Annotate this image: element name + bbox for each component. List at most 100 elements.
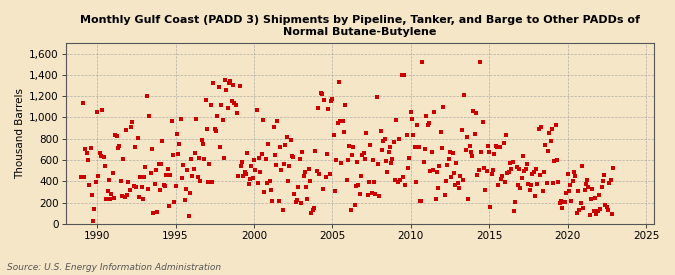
Point: [353, 183, 364, 187]
Point: [360, 157, 371, 161]
Point: [354, 191, 365, 196]
Point: [592, 209, 603, 214]
Point: [127, 120, 138, 125]
Point: [490, 143, 501, 148]
Point: [300, 170, 310, 174]
Point: [357, 153, 368, 157]
Point: [339, 129, 350, 134]
Point: [560, 200, 570, 204]
Point: [427, 168, 438, 172]
Point: [356, 174, 367, 178]
Point: [139, 174, 150, 179]
Point: [405, 110, 416, 114]
Point: [500, 180, 510, 185]
Point: [294, 157, 305, 162]
Point: [591, 211, 601, 216]
Point: [88, 218, 99, 223]
Point: [544, 131, 555, 136]
Point: [431, 169, 442, 174]
Point: [220, 78, 231, 82]
Point: [475, 60, 485, 64]
Point: [487, 168, 498, 172]
Point: [450, 183, 460, 187]
Point: [459, 93, 470, 98]
Point: [101, 197, 111, 201]
Point: [170, 184, 181, 189]
Point: [430, 197, 441, 201]
Point: [476, 150, 487, 154]
Point: [331, 158, 342, 162]
Point: [335, 119, 346, 123]
Point: [520, 167, 531, 172]
Point: [529, 194, 540, 198]
Point: [182, 167, 192, 172]
Point: [527, 172, 538, 176]
Point: [159, 183, 169, 187]
Point: [340, 103, 351, 107]
Point: [247, 175, 258, 180]
Point: [184, 190, 195, 195]
Point: [241, 171, 252, 176]
Point: [403, 166, 414, 170]
Point: [114, 144, 125, 148]
Point: [115, 178, 126, 183]
Point: [501, 133, 512, 137]
Point: [346, 153, 357, 157]
Point: [110, 133, 121, 137]
Point: [198, 142, 209, 147]
Point: [508, 208, 519, 213]
Point: [550, 123, 561, 128]
Point: [221, 88, 232, 92]
Point: [138, 197, 148, 201]
Point: [512, 183, 523, 187]
Point: [468, 108, 479, 113]
Point: [447, 150, 458, 155]
Point: [391, 118, 402, 122]
Point: [576, 164, 587, 168]
Point: [223, 81, 234, 86]
Point: [234, 84, 245, 88]
Point: [547, 126, 558, 131]
Point: [452, 180, 463, 185]
Point: [364, 143, 375, 147]
Point: [301, 185, 312, 190]
Point: [585, 213, 595, 217]
Point: [307, 208, 318, 213]
Point: [258, 118, 269, 122]
Point: [123, 180, 134, 184]
Point: [286, 153, 297, 158]
Point: [487, 172, 497, 176]
Point: [174, 141, 185, 146]
Point: [593, 193, 604, 198]
Point: [290, 199, 301, 204]
Point: [195, 178, 206, 183]
Point: [464, 144, 475, 148]
Point: [323, 107, 334, 111]
Point: [207, 180, 217, 184]
Point: [439, 193, 450, 197]
Point: [460, 148, 471, 152]
Point: [325, 98, 336, 103]
Point: [526, 183, 537, 187]
Point: [211, 128, 221, 133]
Point: [519, 169, 530, 174]
Point: [155, 188, 165, 192]
Point: [434, 164, 445, 168]
Point: [402, 133, 412, 137]
Point: [383, 150, 394, 155]
Point: [504, 169, 514, 174]
Point: [404, 156, 415, 160]
Point: [437, 146, 448, 151]
Point: [176, 117, 186, 122]
Point: [163, 204, 174, 208]
Point: [122, 192, 132, 197]
Point: [250, 168, 261, 172]
Point: [423, 123, 433, 127]
Point: [225, 79, 236, 83]
Point: [109, 196, 119, 200]
Point: [557, 206, 568, 210]
Point: [424, 121, 435, 126]
Point: [506, 167, 517, 171]
Point: [204, 162, 215, 166]
Point: [191, 117, 202, 121]
